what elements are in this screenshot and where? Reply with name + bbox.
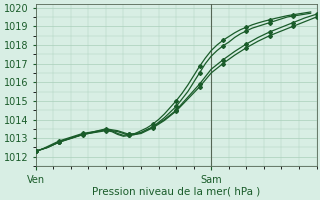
X-axis label: Pression niveau de la mer( hPa ): Pression niveau de la mer( hPa ) bbox=[92, 187, 260, 197]
